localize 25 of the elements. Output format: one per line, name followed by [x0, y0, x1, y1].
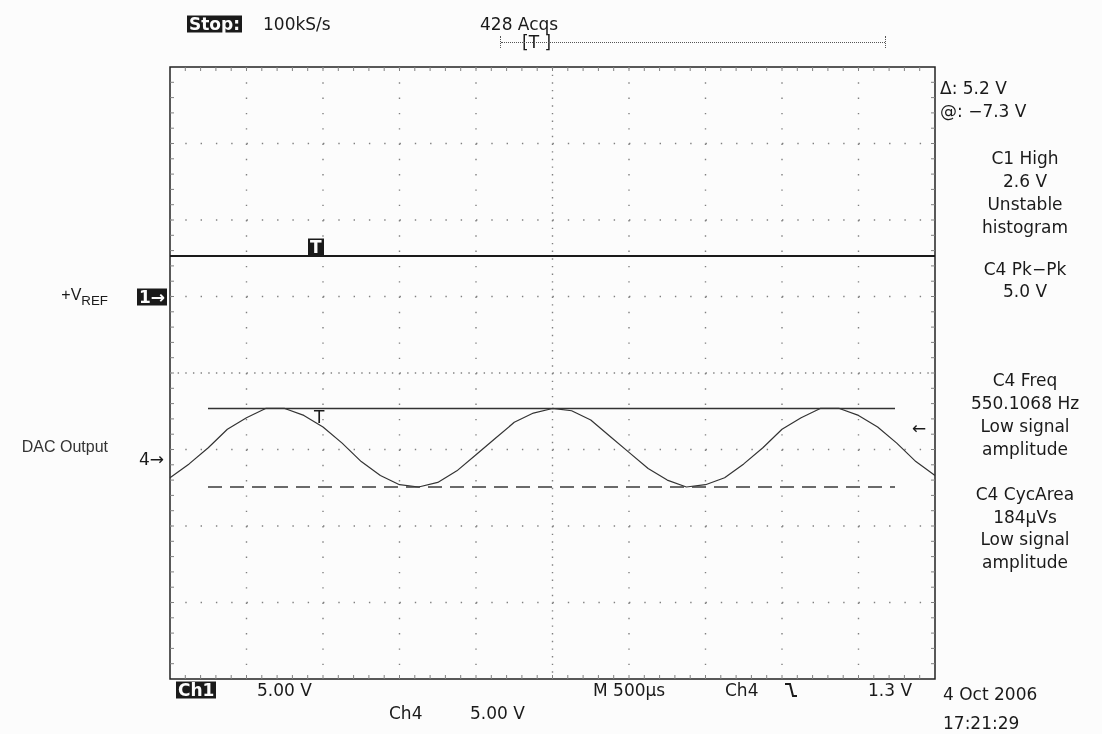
- text: C4 CycArea 184µVs Low signal amplitude: [975, 483, 1075, 571]
- text: Δ: 5.2 V: [940, 77, 1007, 98]
- text: Stop:: [187, 13, 243, 34]
- text: 1.3 V: [868, 679, 913, 700]
- text: 1→: [137, 286, 168, 307]
- text: Ch1: [176, 679, 217, 700]
- annotation: T: [308, 236, 324, 257]
- text: 428 Acqs: [480, 13, 559, 34]
- text: 4 Oct 2006: [943, 683, 1038, 704]
- text: @: −7.3 V: [940, 100, 1027, 121]
- text: Ch4: [725, 679, 759, 700]
- text: C1 High 2.6 V Unstable histogram: [981, 147, 1069, 237]
- legend-label: +V$_{REF}$: [61, 286, 108, 308]
- text: DAC Output: [21, 438, 108, 456]
- text: Ch4: [389, 702, 423, 723]
- text: 5.00 V: [470, 702, 525, 723]
- text: C4 Pk−Pk 5.0 V: [983, 258, 1067, 301]
- text: M 500µs: [593, 679, 666, 700]
- annotation: T: [314, 406, 325, 427]
- text: 5.00 V: [257, 679, 312, 700]
- text: 4→: [139, 448, 165, 469]
- text: 17:21:29: [943, 712, 1020, 733]
- text: 100kS/s: [263, 13, 331, 34]
- annotation: ←: [912, 417, 927, 438]
- text: C4 Freq 550.1068 Hz Low signal amplitude: [970, 369, 1080, 459]
